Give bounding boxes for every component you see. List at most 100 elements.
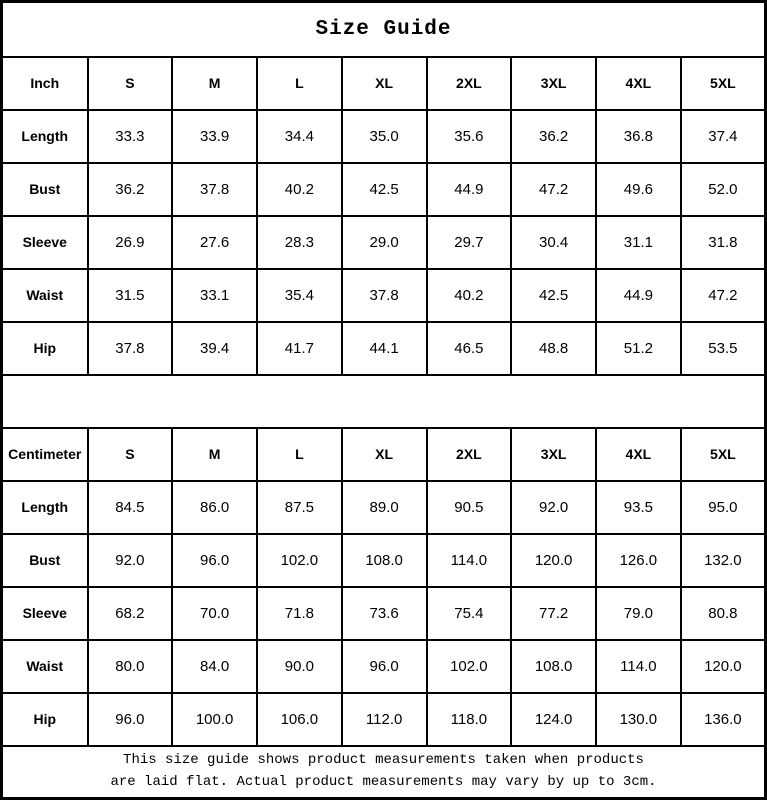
measurement-label-cell: Length: [0, 479, 89, 535]
measurement-value-cell: 96.0: [340, 638, 428, 694]
unit-label-cell: Centimeter: [0, 426, 89, 482]
measurement-label-cell: Waist: [0, 638, 89, 694]
measurement-value-cell: 89.0: [340, 479, 428, 535]
measurement-row: Hip 96.0 100.0 106.0 112.0 118.0 124.0 130.0 136…: [0, 691, 767, 747]
measurement-row: Length 84.5 86.0 87.5 89.0 90.5 92.0 93.5 95.0: [0, 479, 767, 535]
measurement-value-cell: 37.8: [86, 320, 174, 376]
measurement-value-cell: 120.0: [510, 532, 597, 588]
measurement-value-cell: 112.0: [340, 691, 428, 747]
size-header-cell: 2XL: [425, 55, 513, 111]
measurement-row: Hip 37.8 39.4 41.7 44.1 46.5 48.8 51.2 53.5: [0, 320, 767, 376]
measurement-value-cell: 136.0: [679, 691, 767, 747]
size-header-cell: XL: [340, 426, 428, 482]
size-header-cell: M: [171, 426, 258, 482]
measurement-value-cell: 46.5: [425, 320, 513, 376]
size-header-cell: 5XL: [679, 426, 767, 482]
measurement-value-cell: 79.0: [595, 585, 682, 641]
measurement-value-cell: 31.1: [595, 214, 682, 270]
unit-label-cell: Inch: [0, 55, 89, 111]
measurement-value-cell: 39.4: [171, 320, 258, 376]
measurement-value-cell: 77.2: [510, 585, 597, 641]
measurement-value-cell: 96.0: [171, 532, 258, 588]
measurement-value-cell: 29.7: [425, 214, 513, 270]
measurement-value-cell: 71.8: [256, 585, 343, 641]
measurement-value-cell: 28.3: [256, 214, 343, 270]
measurement-value-cell: 31.8: [679, 214, 767, 270]
measurement-row: Sleeve 68.2 70.0 71.8 73.6 75.4 77.2 79.0 80.8: [0, 585, 767, 641]
measurement-value-cell: 47.2: [510, 161, 597, 217]
title-row: Size Guide: [0, 0, 767, 58]
measurement-value-cell: 40.2: [425, 267, 513, 323]
measurement-value-cell: 37.4: [679, 108, 767, 164]
size-header-cell: 3XL: [510, 55, 597, 111]
measurement-value-cell: 84.0: [171, 638, 258, 694]
size-header-cell: M: [171, 55, 258, 111]
measurement-row: Bust 92.0 96.0 102.0 108.0 114.0 120.0 126.0 132…: [0, 532, 767, 588]
measurement-row: Waist 31.5 33.1 35.4 37.8 40.2 42.5 44.9 47.2: [0, 267, 767, 323]
measurement-value-cell: 96.0: [86, 691, 174, 747]
size-header-cell: 4XL: [595, 55, 682, 111]
size-header-cell: 4XL: [595, 426, 682, 482]
measurement-value-cell: 34.4: [256, 108, 343, 164]
measurement-value-cell: 92.0: [86, 532, 174, 588]
measurement-row: Sleeve 26.9 27.6 28.3 29.0 29.7 30.4 31.1 31.8: [0, 214, 767, 270]
measurement-value-cell: 49.6: [595, 161, 682, 217]
measurement-value-cell: 90.0: [256, 638, 343, 694]
measurement-value-cell: 37.8: [171, 161, 258, 217]
measurement-value-cell: 120.0: [679, 638, 767, 694]
measurement-value-cell: 44.1: [340, 320, 428, 376]
measurement-value-cell: 126.0: [595, 532, 682, 588]
size-header-cell: S: [86, 55, 174, 111]
page-title: Size Guide: [0, 0, 767, 58]
measurement-label-cell: Hip: [0, 320, 89, 376]
measurement-label-cell: Bust: [0, 532, 89, 588]
spacer-row: [0, 373, 767, 429]
measurement-value-cell: 130.0: [595, 691, 682, 747]
measurement-value-cell: 51.2: [595, 320, 682, 376]
size-header-cell: L: [256, 55, 343, 111]
measurement-value-cell: 44.9: [595, 267, 682, 323]
measurement-value-cell: 52.0: [679, 161, 767, 217]
measurement-value-cell: 48.8: [510, 320, 597, 376]
size-header-cell: 3XL: [510, 426, 597, 482]
measurement-value-cell: 27.6: [171, 214, 258, 270]
measurement-value-cell: 33.1: [171, 267, 258, 323]
measurement-row: Waist 80.0 84.0 90.0 96.0 102.0 108.0 114.0 120.…: [0, 638, 767, 694]
measurement-value-cell: 80.8: [679, 585, 767, 641]
measurement-value-cell: 86.0: [171, 479, 258, 535]
measurement-value-cell: 42.5: [340, 161, 428, 217]
measurement-value-cell: 102.0: [425, 638, 513, 694]
measurement-value-cell: 106.0: [256, 691, 343, 747]
size-header-cell: S: [86, 426, 174, 482]
measurement-value-cell: 44.9: [425, 161, 513, 217]
footnote-row: This size guide shows product measuremen…: [0, 744, 767, 800]
measurement-value-cell: 26.9: [86, 214, 174, 270]
measurement-value-cell: 36.2: [510, 108, 597, 164]
measurement-value-cell: 114.0: [595, 638, 682, 694]
measurement-value-cell: 80.0: [86, 638, 174, 694]
measurement-value-cell: 33.3: [86, 108, 174, 164]
measurement-value-cell: 37.8: [340, 267, 428, 323]
measurement-value-cell: 108.0: [340, 532, 428, 588]
measurement-label-cell: Hip: [0, 691, 89, 747]
size-header-row: Centimeter S M L XL 2XL 3XL 4XL 5XL: [0, 426, 767, 482]
measurement-value-cell: 29.0: [340, 214, 428, 270]
size-header-cell: 2XL: [425, 426, 513, 482]
measurement-value-cell: 33.9: [171, 108, 258, 164]
size-header-row: Inch S M L XL 2XL 3XL 4XL 5XL: [0, 55, 767, 111]
measurement-value-cell: 84.5: [86, 479, 174, 535]
measurement-value-cell: 42.5: [510, 267, 597, 323]
measurement-value-cell: 70.0: [171, 585, 258, 641]
size-header-cell: L: [256, 426, 343, 482]
measurement-value-cell: 35.0: [340, 108, 428, 164]
measurement-label-cell: Bust: [0, 161, 89, 217]
measurement-value-cell: 36.2: [86, 161, 174, 217]
measurement-value-cell: 92.0: [510, 479, 597, 535]
measurement-value-cell: 114.0: [425, 532, 513, 588]
measurement-value-cell: 35.4: [256, 267, 343, 323]
measurement-label-cell: Length: [0, 108, 89, 164]
measurement-value-cell: 100.0: [171, 691, 258, 747]
